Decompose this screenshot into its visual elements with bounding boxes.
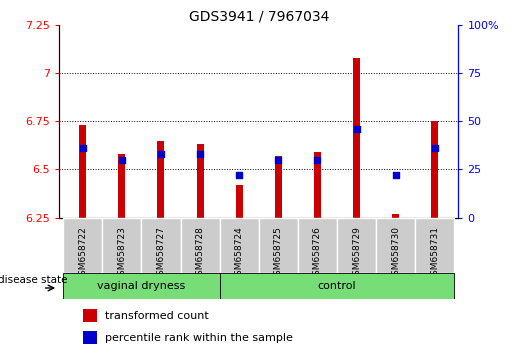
Bar xyxy=(220,218,259,273)
Text: vaginal dryness: vaginal dryness xyxy=(97,281,185,291)
Bar xyxy=(118,154,125,218)
Point xyxy=(391,172,400,178)
Point xyxy=(196,151,204,157)
Bar xyxy=(376,218,415,273)
Bar xyxy=(392,214,399,218)
Bar xyxy=(220,273,454,299)
Bar xyxy=(142,218,181,273)
Bar xyxy=(79,125,86,218)
Bar xyxy=(63,273,220,299)
Bar xyxy=(415,218,454,273)
Text: GSM658729: GSM658729 xyxy=(352,226,361,281)
Point xyxy=(313,157,321,163)
Bar xyxy=(158,141,164,218)
Text: GSM658726: GSM658726 xyxy=(313,226,322,281)
Text: GSM658730: GSM658730 xyxy=(391,226,400,281)
Bar xyxy=(236,185,243,218)
Text: GSM658722: GSM658722 xyxy=(78,226,87,281)
Text: GSM658723: GSM658723 xyxy=(117,226,126,281)
Point xyxy=(157,151,165,157)
Text: control: control xyxy=(318,281,356,291)
Text: GSM658728: GSM658728 xyxy=(196,226,204,281)
Text: GSM658725: GSM658725 xyxy=(274,226,283,281)
Bar xyxy=(83,331,97,344)
Point xyxy=(79,145,87,151)
Bar xyxy=(83,309,97,322)
Point xyxy=(274,157,282,163)
Text: percentile rank within the sample: percentile rank within the sample xyxy=(105,333,293,343)
Bar xyxy=(353,58,360,218)
Text: GSM658727: GSM658727 xyxy=(157,226,165,281)
Bar xyxy=(181,218,220,273)
Text: GSM658731: GSM658731 xyxy=(431,226,439,281)
Title: GDS3941 / 7967034: GDS3941 / 7967034 xyxy=(188,10,329,24)
Text: transformed count: transformed count xyxy=(105,310,209,321)
Point xyxy=(118,157,126,163)
Bar xyxy=(197,144,203,218)
Bar xyxy=(275,156,282,218)
Bar xyxy=(432,121,438,218)
Point xyxy=(235,172,244,178)
Bar xyxy=(102,218,142,273)
Bar xyxy=(337,218,376,273)
Text: GSM658724: GSM658724 xyxy=(235,226,244,281)
Point xyxy=(352,126,360,132)
Bar xyxy=(259,218,298,273)
Bar xyxy=(298,218,337,273)
Text: disease state: disease state xyxy=(0,275,67,285)
Point xyxy=(431,145,439,151)
Bar xyxy=(63,218,102,273)
Bar xyxy=(314,152,321,218)
